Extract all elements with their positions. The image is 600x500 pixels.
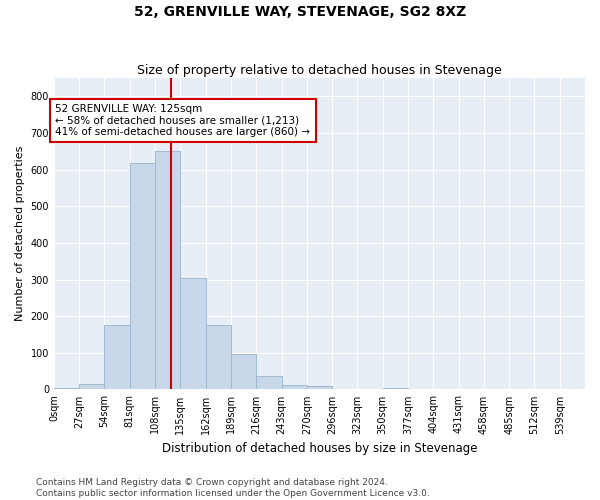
Text: Contains HM Land Registry data © Crown copyright and database right 2024.
Contai: Contains HM Land Registry data © Crown c… [36, 478, 430, 498]
Y-axis label: Number of detached properties: Number of detached properties [15, 146, 25, 322]
Bar [181, 278, 206, 390]
Bar [231, 354, 256, 390]
Bar [130, 164, 155, 390]
Bar [206, 326, 231, 390]
Bar [155, 152, 181, 390]
X-axis label: Distribution of detached houses by size in Stevenage: Distribution of detached houses by size … [162, 442, 477, 455]
Text: 52, GRENVILLE WAY, STEVENAGE, SG2 8XZ: 52, GRENVILLE WAY, STEVENAGE, SG2 8XZ [134, 5, 466, 19]
Bar [54, 388, 79, 390]
Bar [79, 384, 104, 390]
Bar [104, 326, 130, 390]
Bar [307, 386, 332, 390]
Title: Size of property relative to detached houses in Stevenage: Size of property relative to detached ho… [137, 64, 502, 77]
Bar [281, 384, 307, 390]
Bar [383, 388, 408, 390]
Bar [256, 376, 281, 390]
Text: 52 GRENVILLE WAY: 125sqm
← 58% of detached houses are smaller (1,213)
41% of sem: 52 GRENVILLE WAY: 125sqm ← 58% of detach… [55, 104, 310, 137]
